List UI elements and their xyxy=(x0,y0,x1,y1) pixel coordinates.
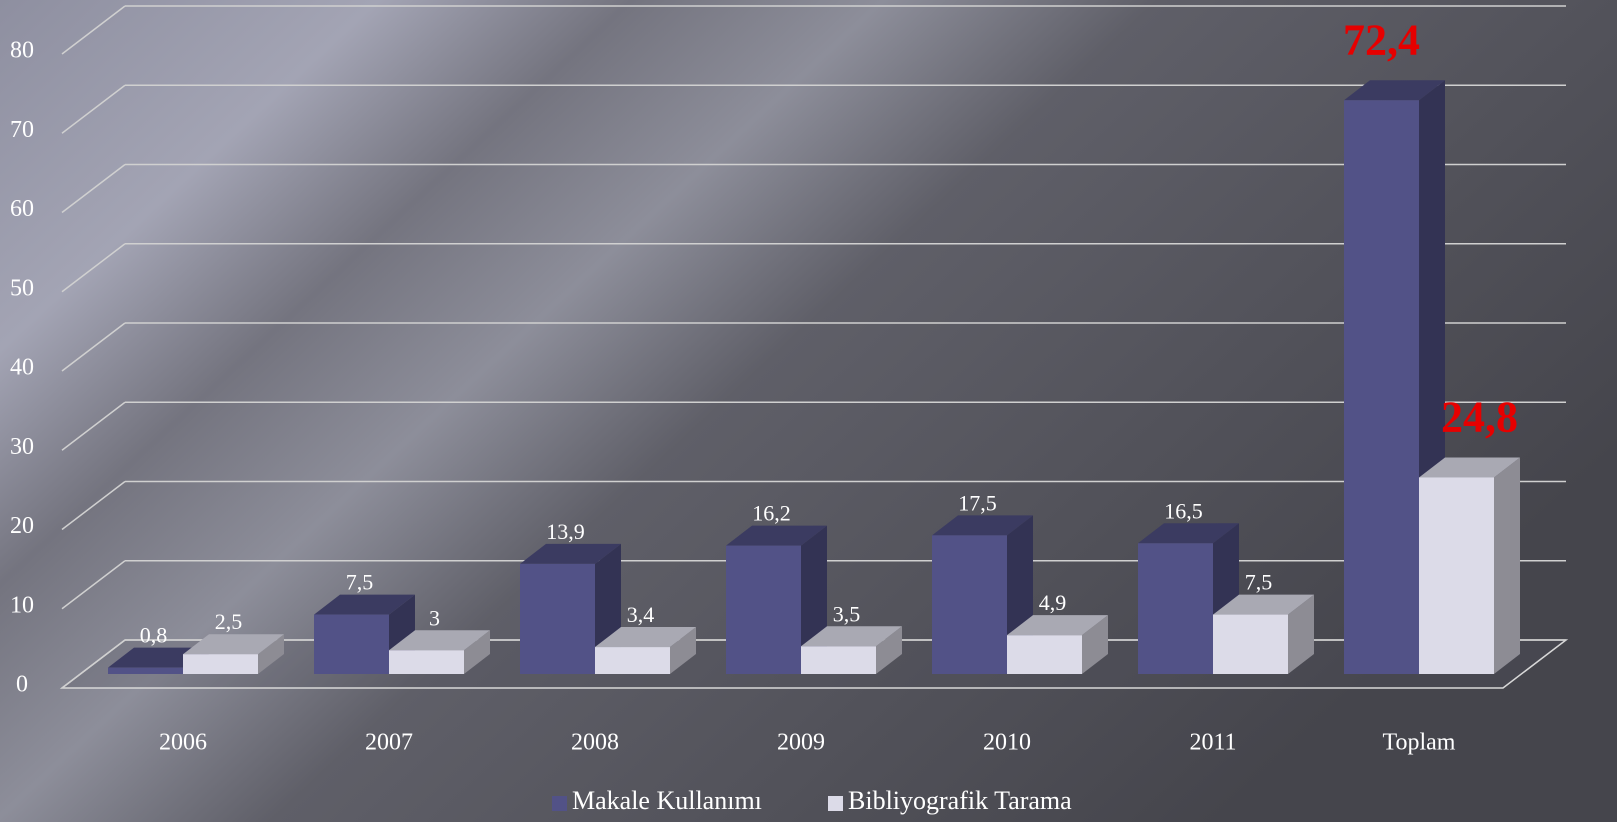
legend-swatch xyxy=(552,796,567,811)
grid-line xyxy=(61,163,126,214)
bar xyxy=(1344,100,1419,675)
value-label: 4,9 xyxy=(1039,590,1067,615)
grid-line xyxy=(61,322,126,372)
bar-top xyxy=(314,594,415,615)
value-label: 7,5 xyxy=(1245,570,1273,595)
bar-top xyxy=(1213,594,1314,615)
value-label: 7,5 xyxy=(346,570,374,595)
value-label: 16,5 xyxy=(1164,498,1203,523)
bar xyxy=(595,647,670,674)
bar-side xyxy=(464,630,490,674)
value-label: 13,9 xyxy=(546,519,585,544)
y-tick-label: 70 xyxy=(10,117,34,143)
bar-top xyxy=(932,515,1033,536)
y-tick-label: 60 xyxy=(10,196,34,222)
y-tick-label: 50 xyxy=(10,275,34,301)
grid-line xyxy=(61,639,126,689)
grid-line xyxy=(61,480,126,531)
x-tick-label: 2008 xyxy=(571,730,619,756)
bar-top xyxy=(595,627,696,648)
bar-side xyxy=(258,634,284,674)
y-tick-label: 80 xyxy=(10,38,34,64)
legend-label: Makale Kullanımı xyxy=(572,786,762,815)
bar-top xyxy=(520,543,621,564)
legend-swatch xyxy=(828,796,843,811)
bar xyxy=(1419,477,1494,674)
y-tick-label: 40 xyxy=(10,355,34,381)
value-label: 0,8 xyxy=(140,623,168,648)
bar xyxy=(520,563,595,674)
bar-top xyxy=(183,634,284,655)
value-label: 24,8 xyxy=(1441,393,1518,442)
value-label: 2,5 xyxy=(215,609,243,634)
bar-top xyxy=(1419,457,1520,478)
bar xyxy=(108,667,183,674)
y-tick-label: 30 xyxy=(10,434,34,460)
legend: Makale Kullanımı Bibliyografik Tarama xyxy=(552,786,1072,815)
bar xyxy=(726,545,801,674)
bar xyxy=(389,650,464,674)
x-tick-label: 2009 xyxy=(777,730,825,756)
bar-side xyxy=(876,626,902,674)
bar-side xyxy=(1288,594,1314,674)
bar xyxy=(932,535,1007,674)
bar xyxy=(183,654,258,674)
bar-top xyxy=(389,630,490,651)
bar-top xyxy=(1138,523,1239,544)
bar-side xyxy=(1494,457,1520,674)
bar-top xyxy=(1007,615,1108,636)
y-tick-label: 20 xyxy=(10,513,34,539)
y-tick-label: 10 xyxy=(10,592,34,618)
grid-line xyxy=(61,560,126,610)
bar xyxy=(1007,635,1082,674)
bar xyxy=(1138,543,1213,674)
grid-line xyxy=(61,5,126,55)
x-tick-label: 2010 xyxy=(983,730,1031,756)
bar-side xyxy=(670,627,696,674)
x-tick-label: 2011 xyxy=(1189,730,1236,756)
x-tick-label: 2006 xyxy=(159,730,207,756)
bar-top xyxy=(1344,80,1445,101)
y-tick-label: 0 xyxy=(16,672,28,698)
x-tick-label: 2007 xyxy=(365,730,413,756)
bar-top xyxy=(801,626,902,647)
value-label: 3 xyxy=(429,605,440,630)
grid-line xyxy=(61,401,126,451)
bar-top xyxy=(726,525,827,546)
value-label: 16,2 xyxy=(752,501,791,526)
bar xyxy=(801,646,876,674)
value-label: 3,4 xyxy=(627,602,655,627)
grid-line xyxy=(61,243,126,293)
value-label: 72,4 xyxy=(1343,15,1420,64)
value-label: 17,5 xyxy=(958,490,997,515)
legend-label: Bibliyografik Tarama xyxy=(848,786,1072,815)
bar-side xyxy=(1082,615,1108,674)
value-label: 3,5 xyxy=(833,601,861,626)
bar xyxy=(1213,614,1288,674)
x-tick-label: Toplam xyxy=(1383,730,1456,756)
bar xyxy=(314,614,389,674)
grid-line xyxy=(61,84,126,134)
